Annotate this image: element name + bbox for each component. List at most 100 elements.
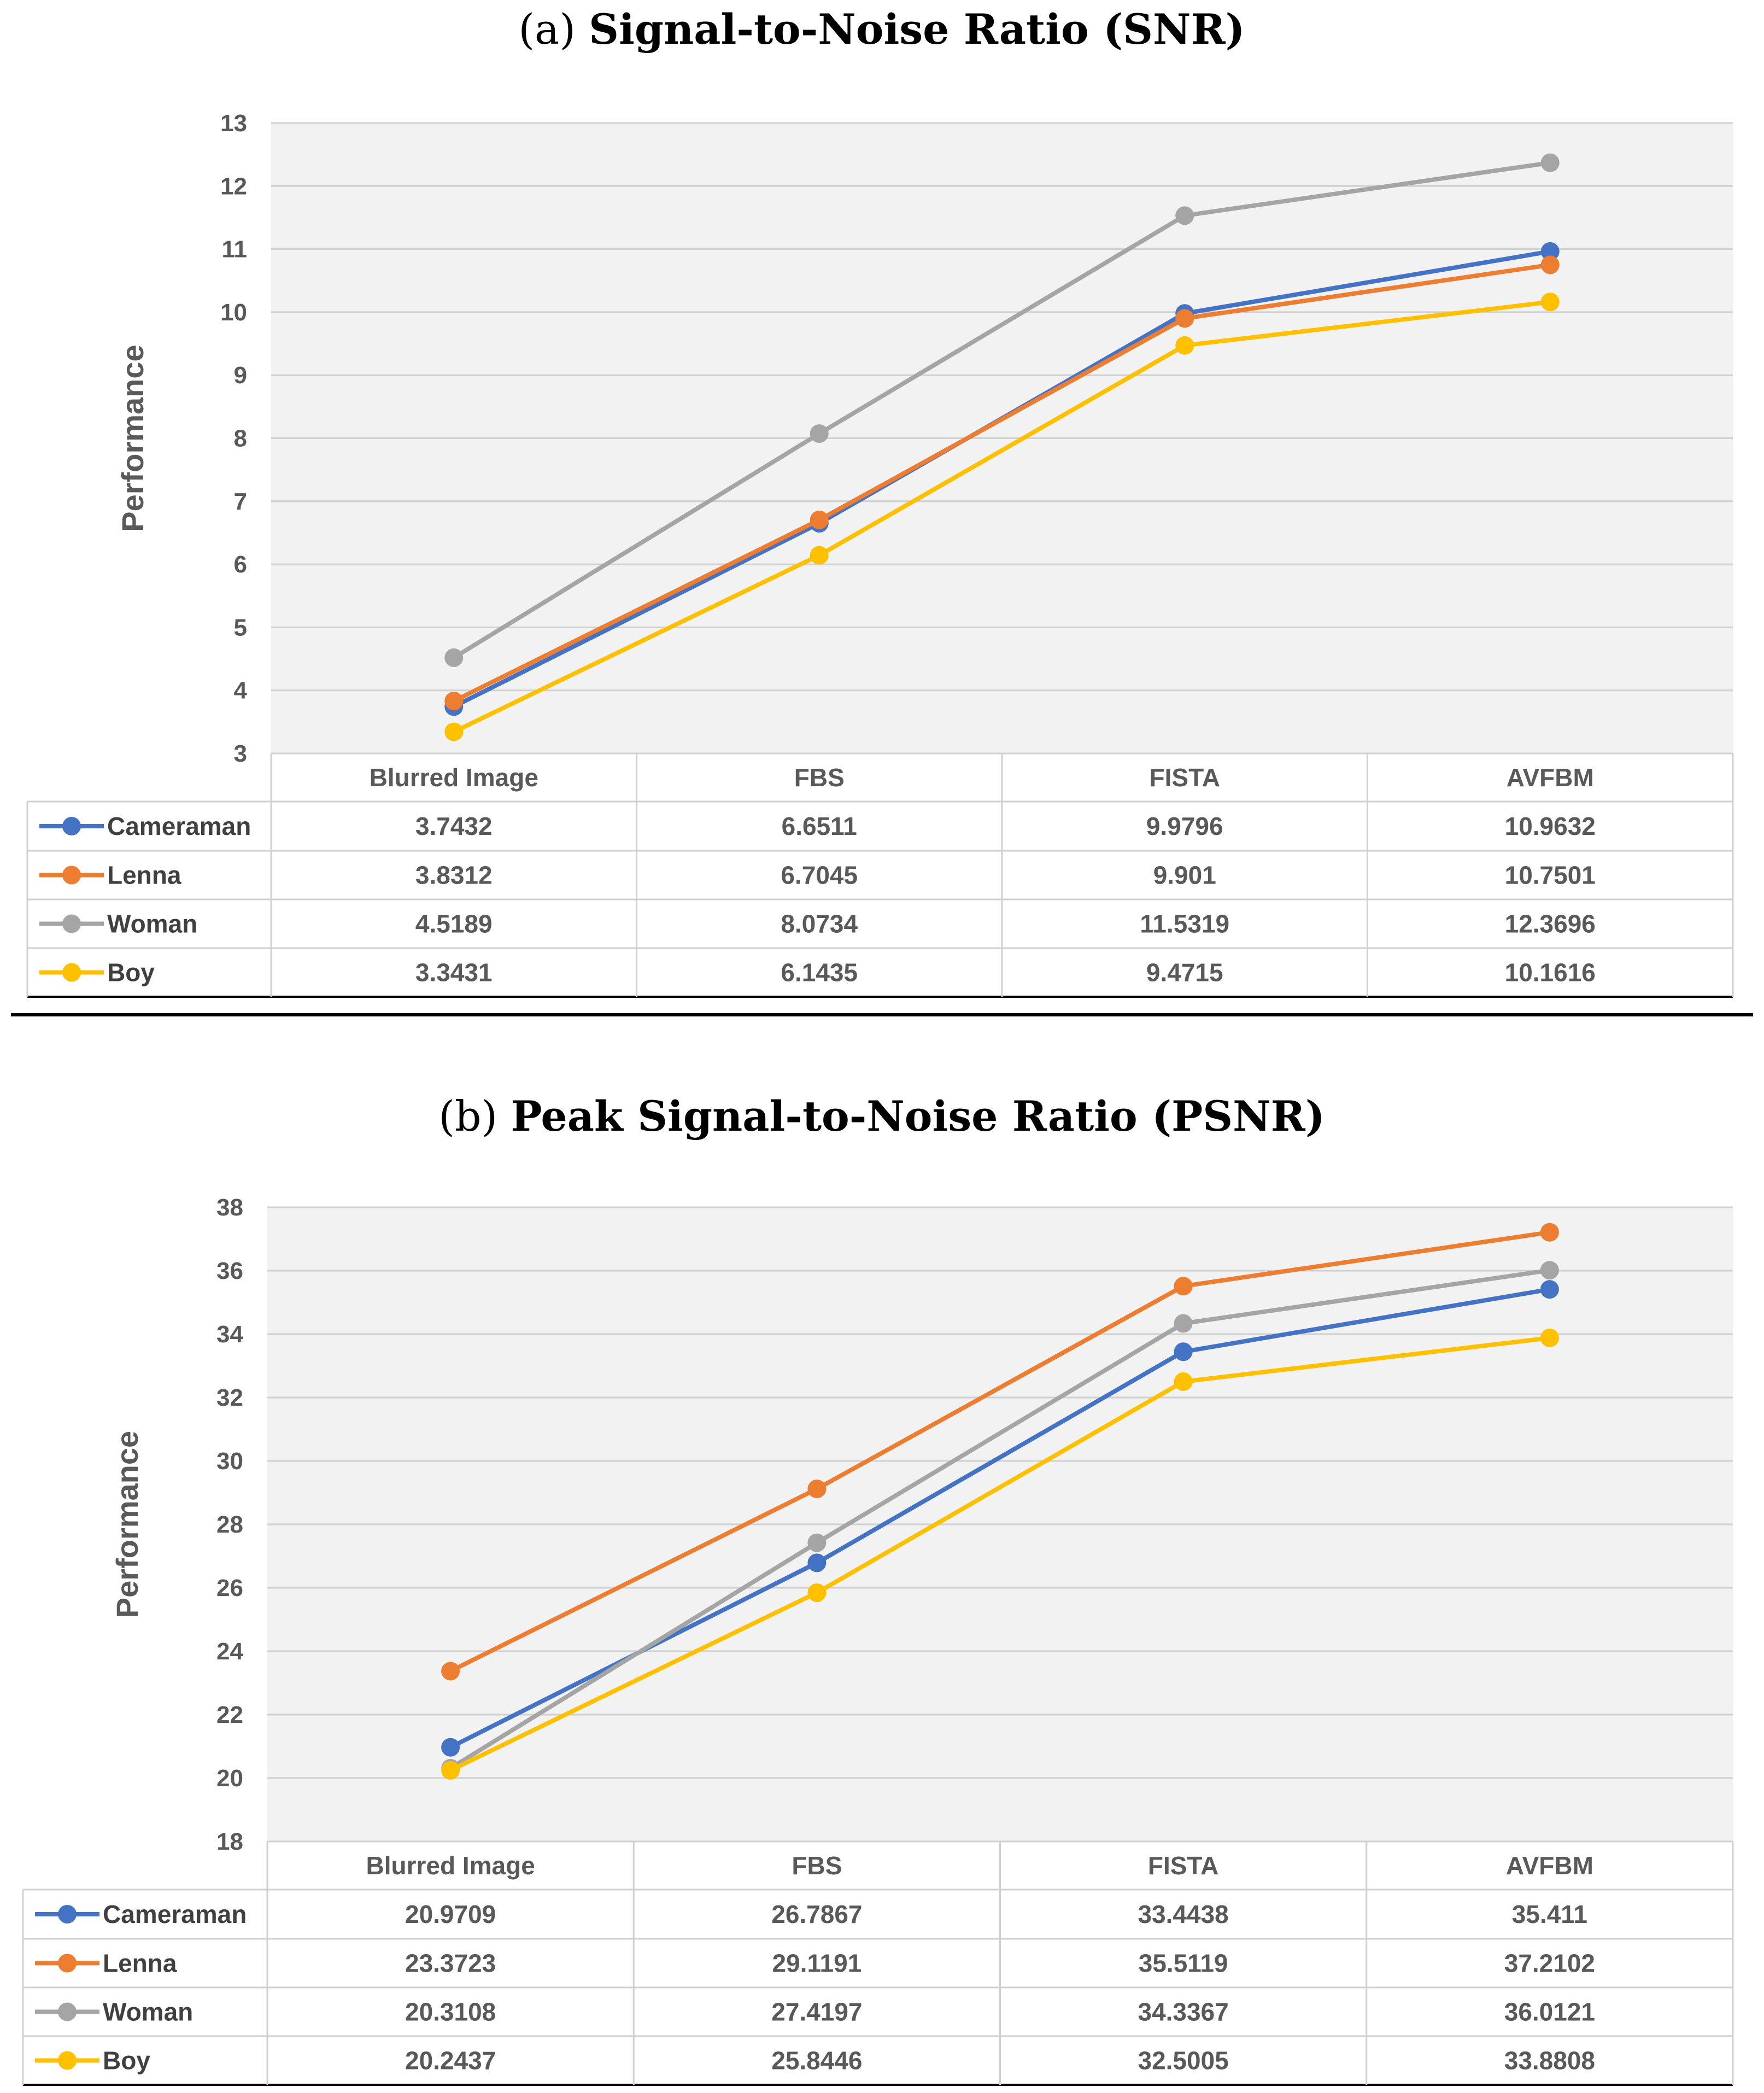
data-point [441, 1761, 460, 1780]
legend-key-marker [62, 914, 81, 933]
data-point [1174, 1372, 1193, 1391]
table-cell-value: 29.1191 [772, 1949, 862, 1978]
y-tick-label: 38 [216, 1194, 243, 1221]
data-table: Blurred Image FBS FISTA AVFBM Cameraman 3.743… [26, 752, 1734, 998]
data-point [1175, 336, 1194, 355]
y-tick-label: 30 [216, 1448, 243, 1475]
series-woman [444, 153, 1560, 667]
table-cell-value: 23.3723 [405, 1949, 496, 1978]
legend-key-marker [62, 963, 81, 982]
chart-title-text: Peak Signal-to-Noise Ratio (PSNR) [511, 1092, 1325, 1141]
data-point [1174, 1342, 1193, 1361]
table-cell-value: 36.0121 [1504, 1998, 1595, 2026]
legend-label: Lenna [107, 861, 181, 890]
y-tick-label: 13 [220, 110, 247, 137]
x-category-label: FISTA [1150, 763, 1220, 792]
series-line-lenna [453, 262, 1551, 703]
data-point [444, 648, 464, 667]
data-point [1540, 1223, 1559, 1242]
data-point [807, 1553, 827, 1572]
table-cell-value: 33.8808 [1504, 2047, 1595, 2075]
series-lenna [441, 1223, 1559, 1681]
y-tick-label: 12 [220, 173, 247, 200]
table-cell-value: 35.5119 [1139, 1949, 1228, 1978]
x-category-label: FBS [792, 1851, 842, 1880]
y-tick-label: 20 [216, 1765, 243, 1792]
y-tick-label: 11 [221, 236, 247, 263]
x-category-label: FBS [794, 763, 845, 792]
table-cell-value: 10.7501 [1505, 861, 1596, 890]
y-axis-title: Performance [115, 344, 150, 531]
table-cell-value: 6.6511 [782, 812, 857, 840]
table-cell-value: 34.3367 [1138, 1998, 1228, 2026]
data-point [441, 1738, 460, 1757]
data-point [1540, 153, 1560, 172]
data-point [1540, 1328, 1559, 1347]
y-tick-label: 8 [234, 425, 247, 452]
table-cell-value: 32.5005 [1138, 2047, 1228, 2075]
data-point [807, 1583, 827, 1603]
data-point [1174, 1314, 1193, 1333]
table-cell-value: 8.0734 [781, 910, 858, 938]
data-point [444, 692, 464, 711]
y-tick-label: 36 [216, 1258, 243, 1284]
legend-label: Boy [107, 958, 155, 987]
data-point [810, 424, 829, 443]
legend-label: Woman [107, 910, 197, 938]
y-tick-label: 32 [216, 1384, 243, 1411]
x-category-label: Blurred Image [366, 1851, 535, 1880]
data-point [444, 722, 464, 741]
y-tick-label: 26 [216, 1575, 243, 1601]
table-cell-value: 10.1616 [1505, 958, 1596, 987]
chart-panel-psnr: (b) Peak Signal-to-Noise Ratio (PSNR) 18 2… [22, 1092, 1734, 2086]
table-cell-value: 25.8446 [771, 2047, 862, 2075]
legend-label: Cameraman [103, 1900, 247, 1928]
table-cell-value: 27.4197 [771, 1998, 862, 2026]
chart-panel-snr: (a) Signal-to-Noise Ratio (SNR) 3 4 5 6 7 8 9 10… [26, 5, 1734, 998]
table-cell-value: 26.7867 [771, 1900, 862, 1928]
chart-title-text: Signal-to-Noise Ratio (SNR) [589, 5, 1245, 54]
table-cell-value: 12.3696 [1505, 910, 1596, 938]
x-category-label: AVFBM [1506, 1851, 1593, 1880]
legend-key-marker [58, 2051, 77, 2070]
y-axis-title: Performance [110, 1431, 144, 1618]
x-category-label: AVFBM [1507, 763, 1594, 792]
chart-title: (b) Peak Signal-to-Noise Ratio (PSNR) [438, 1092, 1325, 1141]
series-line-woman [449, 1268, 1550, 1770]
table-cell-value: 37.2102 [1504, 1949, 1595, 1978]
data-point [1540, 1280, 1559, 1299]
data-point [810, 546, 829, 565]
legend-key-marker [58, 1954, 77, 1973]
table-cell-value: 3.3431 [415, 958, 493, 987]
legend-key-marker [62, 817, 81, 835]
y-tick-label: 3 [234, 740, 247, 767]
legend-label: Woman [103, 1998, 193, 2026]
table-cell-value: 11.5319 [1140, 910, 1229, 938]
table-cell-value: 3.8312 [415, 861, 493, 890]
data-point [1174, 1277, 1193, 1296]
table-cell-value: 9.901 [1153, 861, 1216, 890]
series-boy [444, 293, 1560, 741]
series-line-woman [453, 160, 1551, 660]
table-cell-value: 10.9632 [1505, 812, 1596, 840]
y-tick-label: 9 [234, 362, 247, 389]
table-cell-value: 3.7432 [415, 812, 493, 840]
table-cell-value: 4.5189 [415, 910, 493, 938]
chart-title: (a) Signal-to-Noise Ratio (SNR) [518, 5, 1245, 54]
y-tick-label: 6 [234, 551, 247, 578]
data-point [1175, 309, 1194, 328]
y-tick-label: 10 [220, 299, 247, 326]
chart-title-prefix: (b) [438, 1092, 511, 1141]
table-cell-value: 20.9709 [405, 1900, 496, 1928]
data-table: Blurred Image FBS FISTA AVFBM Cameraman 20.97… [22, 1840, 1734, 2086]
series-lenna [444, 255, 1560, 711]
table-cell-value: 6.7045 [781, 861, 858, 890]
y-tick-label: 18 [216, 1828, 243, 1855]
table-cell-value: 9.4715 [1146, 958, 1223, 987]
legend-label: Lenna [103, 1949, 177, 1978]
y-tick-label: 7 [234, 488, 247, 515]
data-point [1540, 242, 1560, 261]
table-cell-value: 9.9796 [1146, 812, 1223, 840]
table-cell-value: 33.4438 [1138, 1900, 1228, 1928]
